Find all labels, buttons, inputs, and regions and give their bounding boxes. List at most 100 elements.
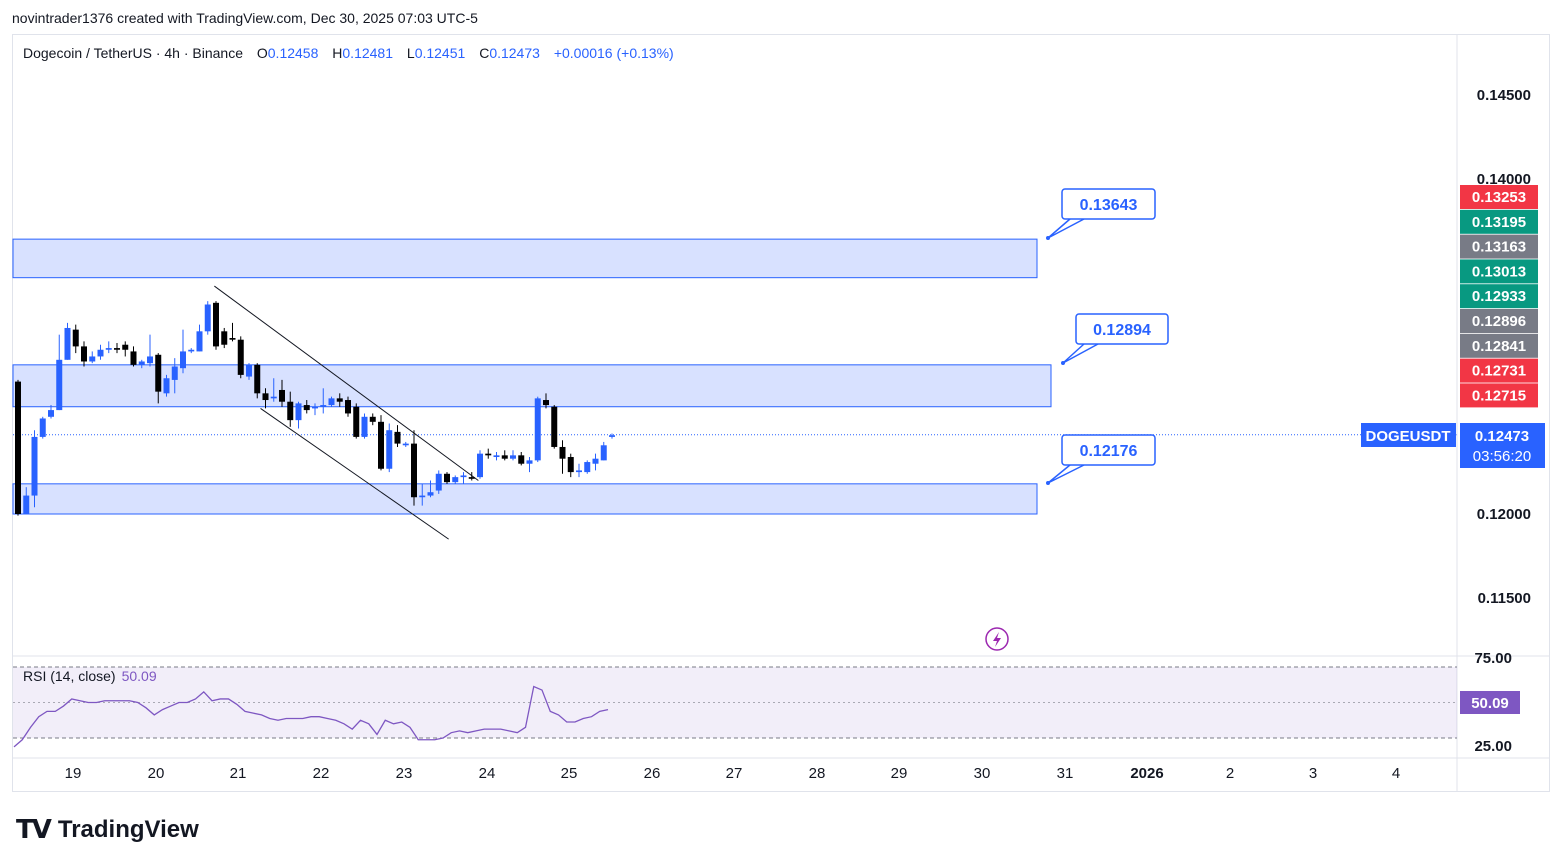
candle: [279, 379, 285, 407]
time-axis-label: 28: [809, 765, 826, 782]
candle: [138, 359, 145, 369]
candle-body: [600, 445, 607, 461]
callout-anchor-dot: [1061, 361, 1065, 365]
candle-body: [204, 304, 211, 332]
candle-body: [402, 443, 409, 446]
price-badge-bg: [1460, 209, 1538, 234]
candle: [213, 301, 219, 350]
candle: [543, 393, 549, 409]
callout-label: 0.13643: [1080, 197, 1138, 214]
candle-body: [48, 410, 54, 417]
candle-body: [411, 443, 417, 498]
candle-body: [81, 346, 87, 362]
price-badge-label: 0.12841: [1472, 338, 1526, 355]
high-label: H: [332, 45, 343, 61]
close-label: C: [479, 45, 490, 61]
low-label: L: [406, 45, 415, 61]
candle-body: [279, 389, 285, 402]
candle-body: [138, 361, 145, 365]
callout-pointer: [1047, 464, 1085, 484]
candle: [336, 393, 343, 407]
callout-box: [1061, 434, 1156, 466]
candle-body: [180, 351, 186, 369]
candle-body: [419, 495, 426, 498]
candle-body: [353, 406, 360, 437]
candle-body: [543, 400, 549, 406]
candle-body: [452, 477, 459, 483]
candle-body: [155, 354, 162, 392]
candle-body: [56, 359, 63, 411]
trend-line-0: [214, 285, 479, 481]
candle: [386, 423, 393, 473]
candle-body: [518, 455, 525, 464]
price-axis-tick: 0.12000: [1477, 506, 1531, 523]
candle: [72, 324, 79, 354]
tradingview-logo[interactable]: TV TradingView: [16, 815, 199, 845]
price-badge-bg: [1460, 284, 1538, 309]
candle-body: [295, 403, 302, 421]
price-badge: 0.13195: [1460, 209, 1538, 234]
candle-body: [534, 398, 541, 461]
candle: [114, 343, 120, 354]
time-axis-label: 31: [1057, 765, 1074, 782]
candle-body: [378, 421, 384, 469]
symbol-title[interactable]: Dogecoin / TetherUS · 4h · Binance: [23, 45, 243, 61]
price-badge-label: 0.12896: [1472, 313, 1526, 330]
candle: [361, 413, 368, 439]
candle-body: [163, 378, 170, 394]
candle-body: [237, 339, 244, 375]
candle: [534, 396, 541, 463]
callout-pointer: [1062, 343, 1099, 364]
price-callout: 0.12176: [1046, 434, 1156, 485]
candle-body: [287, 401, 294, 421]
candle-body: [105, 348, 112, 350]
candle-body: [477, 453, 483, 478]
candle: [576, 463, 582, 478]
candle-body: [328, 398, 335, 406]
candle-body: [147, 356, 153, 364]
candle: [609, 433, 615, 439]
price-axis-tick: 0.14000: [1477, 171, 1531, 188]
candle: [567, 453, 574, 478]
candle: [353, 403, 360, 439]
callout-label: 0.12894: [1093, 322, 1151, 339]
price-badge: 0.13163: [1460, 234, 1538, 259]
last-price-badge: 0.12473 03:56:20: [1460, 423, 1545, 468]
candle-body: [39, 418, 46, 437]
candle-body: [576, 470, 582, 473]
price-badge-label: 0.12933: [1472, 288, 1526, 305]
candle: [427, 480, 434, 498]
candle: [23, 487, 30, 514]
price-badge-bg: [1460, 185, 1538, 209]
callout-anchor-dot: [1046, 481, 1050, 485]
price-axis-tick: 0.14500: [1477, 87, 1531, 104]
candle: [221, 327, 228, 349]
candle: [188, 348, 195, 354]
candle: [526, 457, 533, 473]
candle-body: [435, 473, 442, 491]
time-axis-label: 20: [148, 765, 165, 782]
candle-body: [23, 495, 30, 514]
candle-body: [609, 435, 615, 437]
rsi-label[interactable]: RSI (14, close): [23, 668, 116, 684]
price-callout: 0.12894: [1061, 313, 1169, 365]
rsi-axis-tick: 25.00: [1474, 738, 1512, 755]
last-price-label: 0.12473: [1475, 428, 1529, 445]
candle-body: [171, 366, 178, 380]
candle-body: [114, 348, 120, 350]
candle-body: [559, 446, 566, 459]
rsi-axis-tick: 75.00: [1474, 650, 1512, 667]
price-badge-bg: [1460, 309, 1538, 333]
candle: [171, 358, 178, 394]
time-axis-label: 30: [974, 765, 991, 782]
candle-body: [15, 381, 21, 514]
candle: [31, 430, 38, 508]
rsi-value: 50.09: [121, 668, 157, 684]
candle-body: [427, 492, 434, 496]
candle: [551, 405, 558, 449]
candle: [246, 363, 252, 380]
time-axis-label: 3: [1309, 765, 1317, 782]
time-axis-label: 4: [1392, 765, 1400, 782]
candle: [468, 472, 475, 481]
